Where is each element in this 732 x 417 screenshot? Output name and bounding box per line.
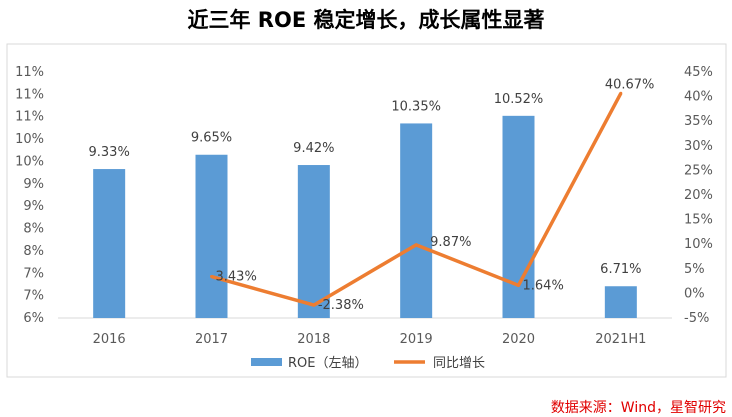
x-tick-label: 2018 (297, 332, 330, 347)
right-tick-label: 0% (684, 286, 705, 301)
bar-data-label: 9.65% (191, 131, 232, 146)
right-tick-label: 20% (684, 188, 713, 203)
left-tick-label: 10% (15, 154, 44, 169)
line-data-label: 1.64% (523, 278, 564, 293)
chart-title: 近三年 ROE 稳定增长，成长属性显著 (187, 8, 545, 32)
left-tick-label: 11% (15, 65, 44, 80)
x-tick-label: 2019 (400, 332, 433, 347)
data-labels: 9.33% 9.65% 9.42% 10.35% 10.52% 6.71% 3.43% -2.… (89, 77, 655, 313)
bar-series (93, 115, 637, 318)
right-tick-label: 25% (684, 163, 713, 178)
line-point (619, 91, 623, 95)
left-tick-label: 8% (23, 222, 44, 237)
x-axis: 2016 2017 2018 2019 2020 2021H1 (93, 332, 647, 347)
left-tick-label: 8% (23, 244, 44, 259)
bar-data-label: 6.71% (600, 262, 641, 277)
source-note: 数据来源：Wind，星智研究 (550, 400, 726, 416)
bar (195, 154, 228, 318)
right-tick-label: 30% (684, 139, 713, 154)
left-tick-label: 7% (23, 266, 44, 281)
left-tick-label: 11% (15, 87, 44, 102)
line-data-label: 40.67% (605, 77, 655, 92)
left-tick-label: 9% (23, 177, 44, 192)
line-point (414, 243, 418, 247)
right-tick-label: 10% (684, 237, 713, 252)
line-point (210, 275, 213, 279)
right-tick-label: 35% (684, 114, 713, 129)
bar-data-label: 10.35% (391, 99, 441, 114)
legend-label-line: 同比增长 (433, 356, 485, 371)
right-tick-label: 15% (684, 213, 713, 228)
bar (93, 169, 126, 318)
legend: ROE（左轴） 同比增长 (251, 356, 485, 371)
right-tick-label: -5% (684, 311, 709, 326)
bar (297, 165, 330, 318)
bar (400, 123, 433, 318)
bar-data-label: 9.42% (293, 141, 334, 156)
legend-swatch-bar (251, 358, 282, 366)
right-tick-label: 45% (684, 65, 713, 80)
left-tick-label: 6% (23, 311, 44, 326)
x-tick-label: 2016 (93, 332, 126, 347)
x-tick-label: 2021H1 (595, 332, 646, 347)
bar-data-label: 9.33% (89, 145, 130, 160)
x-tick-label: 2020 (502, 332, 535, 347)
bar-data-label: 10.52% (494, 92, 544, 107)
line-point (312, 303, 316, 307)
bar (604, 286, 637, 318)
left-axis: 6% 7% 7% 8% 8% 9% 9% 10% 10% 11% 11% 11% (15, 65, 44, 326)
left-tick-label: 7% (23, 289, 44, 304)
left-tick-label: 10% (15, 132, 44, 147)
left-tick-label: 11% (15, 110, 44, 125)
right-axis: -5% 0% 5% 10% 15% 20% 25% 30% 35% 40% 45% (684, 65, 713, 326)
right-tick-label: 5% (684, 262, 705, 277)
line-data-label: 3.43% (216, 270, 257, 285)
line-data-label: 9.87% (430, 235, 471, 250)
legend-label-bar: ROE（左轴） (288, 356, 367, 371)
line-data-label: -2.38% (318, 298, 364, 313)
x-tick-label: 2017 (195, 332, 228, 347)
left-tick-label: 9% (23, 199, 44, 214)
chart-border (6, 43, 727, 378)
right-tick-label: 40% (684, 90, 713, 105)
line-series (210, 91, 623, 307)
line-point (517, 283, 520, 287)
